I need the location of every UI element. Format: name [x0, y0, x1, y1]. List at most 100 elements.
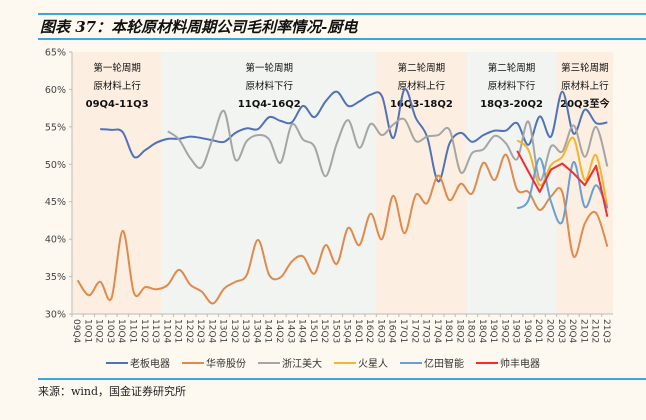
x-tick-label: 17Q2	[409, 319, 419, 343]
legend-item: 浙江美大	[258, 355, 322, 370]
x-tick-label: 10Q1	[82, 319, 92, 343]
y-tick-label: 30%	[45, 310, 66, 321]
x-tick-label: 21Q2	[590, 319, 600, 343]
x-tick-label: 12Q1	[173, 319, 183, 343]
legend-swatch	[258, 361, 280, 364]
x-tick-label: 20Q1	[533, 319, 543, 343]
y-tick-label: 60%	[45, 85, 66, 96]
x-tick-label: 21Q3	[601, 319, 611, 343]
x-tick-label: 11Q1	[127, 319, 137, 343]
y-tick-label: 65%	[45, 48, 66, 59]
series-line-华帝股份	[76, 153, 609, 305]
series-line-浙江美大	[167, 109, 609, 182]
x-tick-label: 13Q3	[240, 319, 250, 343]
x-tick-label: 17Q4	[432, 319, 442, 344]
y-tick-label: 55%	[45, 122, 66, 133]
x-tick-label: 18Q3	[466, 319, 476, 343]
x-tick-label: 10Q4	[116, 319, 126, 344]
cycle-band-label: 第一轮周期	[245, 62, 293, 74]
x-tick-label: 20Q3	[556, 319, 566, 343]
x-tick-label: 18Q2	[454, 319, 464, 343]
x-tick-label: 15Q1	[308, 319, 318, 343]
x-tick-label: 14Q3	[285, 319, 295, 343]
y-tick-label: 40%	[45, 235, 66, 246]
legend-label: 亿田智能	[424, 359, 464, 370]
x-tick-label: 12Q3	[195, 319, 205, 343]
x-tick-label: 18Q1	[443, 319, 453, 343]
legend-swatch	[400, 361, 422, 364]
legend: 老板电器 华帝股份 浙江美大 火星人 亿田智能 帅丰电器	[0, 355, 646, 370]
x-tick-label: 19Q3	[511, 319, 521, 343]
source-note: 来源：wind，国金证券研究所	[38, 385, 187, 398]
x-tick-label: 15Q4	[342, 319, 352, 344]
legend-swatch	[182, 361, 204, 364]
x-tick-label: 20Q2	[545, 319, 555, 343]
x-tick-label: 14Q1	[263, 319, 273, 343]
legend-swatch	[334, 361, 356, 364]
x-tick-label: 10Q3	[105, 319, 115, 343]
legend-label: 华帝股份	[206, 359, 246, 370]
x-tick-label: 15Q3	[330, 319, 340, 343]
source-rule	[38, 378, 646, 380]
cycle-band-label: 原材料上行	[561, 80, 609, 92]
cycle-band-label: 原材料上行	[93, 80, 141, 92]
legend-item: 老板电器	[106, 355, 170, 370]
cycle-band-label: 第三轮周期	[561, 62, 609, 74]
series-line-帅丰电器	[516, 150, 609, 217]
x-tick-label: 19Q1	[488, 319, 498, 343]
cycle-band	[466, 52, 557, 314]
x-tick-label: 17Q1	[398, 319, 408, 343]
cycle-band-label: 原材料下行	[245, 80, 293, 92]
x-tick-label: 16Q1	[353, 319, 363, 343]
legend-item: 华帝股份	[182, 355, 246, 370]
cycle-band-label: 原材料上行	[398, 80, 446, 92]
x-tick-label: 13Q4	[251, 319, 261, 344]
legend-item: 亿田智能	[400, 355, 464, 370]
cycle-band-label: 第一轮周期	[93, 62, 141, 74]
x-tick-label: 16Q3	[375, 319, 385, 343]
x-tick-label: 18Q4	[477, 319, 487, 344]
x-tick-label: 19Q2	[499, 319, 509, 343]
cycle-band-label: 09Q4-11Q3	[86, 99, 149, 110]
y-tick-label: 45%	[45, 197, 66, 208]
cycle-band-label: 原材料下行	[488, 80, 536, 92]
legend-swatch	[476, 361, 498, 364]
x-tick-label: 11Q4	[161, 319, 171, 344]
y-tick-label: 50%	[45, 160, 66, 171]
x-tick-label: 13Q1	[218, 319, 228, 343]
x-tick-label: 19Q4	[522, 319, 532, 344]
x-tick-label: 21Q1	[578, 319, 588, 343]
legend-item: 帅丰电器	[476, 355, 540, 370]
cycle-band-label: 20Q3至今	[560, 97, 610, 110]
x-tick-label: 10Q2	[94, 319, 104, 343]
legend-item: 火星人	[334, 355, 388, 370]
x-tick-label: 12Q2	[184, 319, 194, 343]
chart-title: 图表 37：本轮原材料周期公司毛利率情况-厨电	[40, 18, 358, 36]
legend-label: 浙江美大	[282, 359, 322, 370]
x-tick-label: 16Q2	[364, 319, 374, 343]
cycle-band-label: 16Q3-18Q2	[390, 99, 453, 110]
cycle-band-label: 18Q3-20Q2	[480, 99, 543, 110]
x-tick-label: 16Q4	[387, 319, 397, 344]
x-tick-label: 11Q2	[139, 319, 149, 343]
legend-label: 火星人	[358, 359, 388, 370]
x-tick-label: 12Q4	[206, 319, 216, 344]
cycle-band-label: 11Q4-16Q2	[238, 99, 301, 110]
cycle-band-label: 第二轮周期	[398, 62, 446, 74]
x-tick-label: 14Q4	[297, 319, 307, 344]
x-tick-label: 15Q2	[319, 319, 329, 343]
title-rule-bottom	[38, 38, 646, 40]
x-tick-label: 14Q2	[274, 319, 284, 343]
cycle-band	[376, 52, 467, 314]
legend-label: 老板电器	[130, 359, 170, 370]
series-line-火星人	[516, 136, 609, 208]
x-tick-label: 17Q3	[421, 319, 431, 343]
x-tick-label: 11Q3	[150, 319, 160, 343]
legend-label: 帅丰电器	[500, 359, 540, 370]
x-tick-label: 20Q4	[567, 319, 577, 344]
legend-swatch	[106, 361, 128, 364]
cycle-band-label: 第二轮周期	[488, 62, 536, 74]
title-rule-top	[38, 13, 646, 15]
y-tick-label: 35%	[45, 272, 66, 283]
